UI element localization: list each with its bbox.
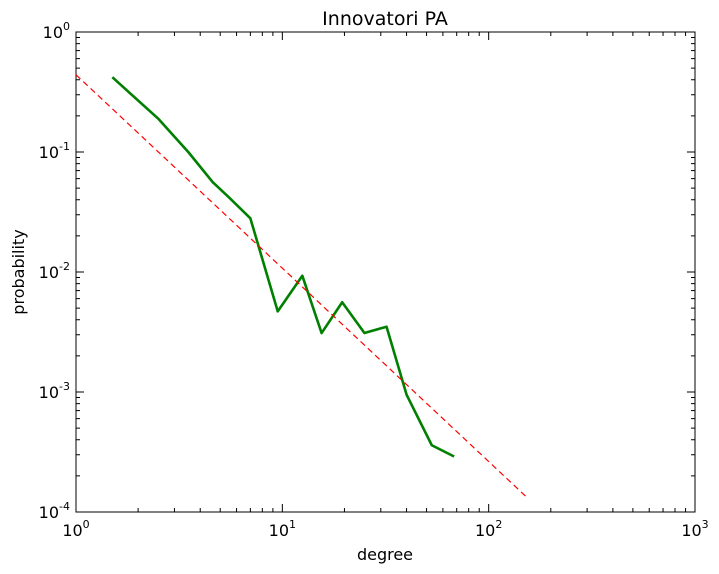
plot-frame <box>75 31 696 513</box>
y-axis-label: probability <box>9 229 28 314</box>
y-tick-label: 100 <box>43 20 70 42</box>
x-axis-label: degree <box>357 545 413 564</box>
tick-labels: 100 101 102 103 10-4 10-3 10-2 10-1 100 <box>39 20 709 540</box>
x-tick-label: 100 <box>62 518 89 540</box>
degree-distribution-series <box>111 76 455 458</box>
y-tick-label: 10-3 <box>39 380 70 402</box>
y-tick-label: 10-4 <box>39 500 70 522</box>
x-tick-label: 101 <box>269 518 296 540</box>
chart-title: Innovatori PA <box>322 8 448 30</box>
data-series <box>75 74 529 499</box>
y-tick-label: 10-1 <box>39 140 70 162</box>
fit-line-series <box>75 74 529 499</box>
x-tick-label: 102 <box>475 518 502 540</box>
y-tick-label: 10-2 <box>39 260 70 282</box>
tick-marks <box>75 31 696 513</box>
x-tick-label: 103 <box>681 518 708 540</box>
